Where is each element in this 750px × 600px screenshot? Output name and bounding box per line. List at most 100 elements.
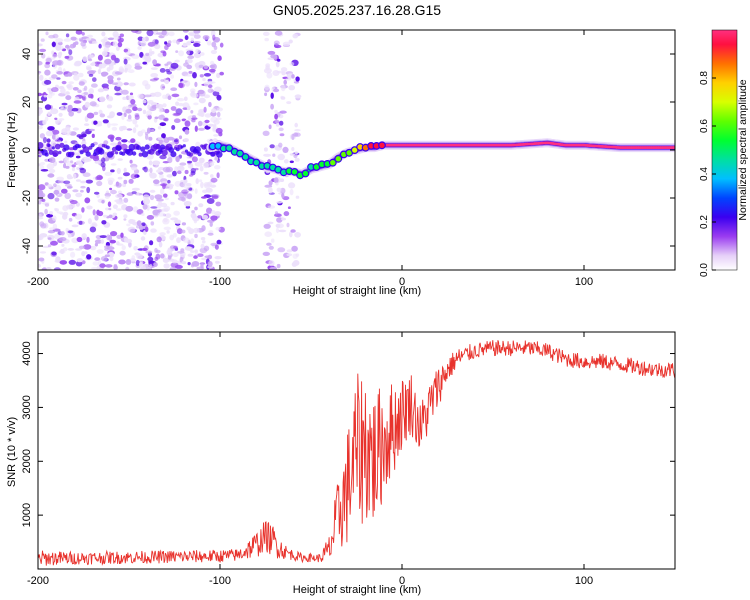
noise-speck bbox=[101, 31, 106, 37]
noise-speck bbox=[104, 254, 110, 257]
noise-speck bbox=[198, 97, 206, 104]
noise-band-dot bbox=[111, 146, 117, 152]
noise-speck bbox=[274, 213, 282, 217]
noise-speck bbox=[38, 213, 42, 218]
noise-speck bbox=[203, 245, 210, 252]
noise-speck bbox=[143, 166, 148, 173]
colorbar-label: Normalized spectral amplitude bbox=[737, 79, 749, 220]
noise-speck bbox=[289, 231, 293, 238]
noise-speck bbox=[129, 103, 137, 107]
noise-speck bbox=[123, 197, 129, 203]
noise-speck bbox=[181, 80, 185, 84]
noise-speck bbox=[158, 241, 163, 248]
noise-speck bbox=[88, 40, 93, 44]
noise-speck bbox=[49, 211, 53, 215]
noise-speck bbox=[148, 51, 153, 57]
noise-speck bbox=[291, 261, 298, 267]
noise-speck bbox=[185, 205, 191, 209]
noise-speck bbox=[281, 217, 286, 221]
noise-speck bbox=[103, 153, 107, 159]
noise-speck bbox=[38, 200, 42, 205]
noise-band-dot bbox=[138, 152, 143, 157]
noise-speck bbox=[73, 100, 82, 104]
noise-speck bbox=[117, 190, 122, 194]
noise-speck bbox=[294, 94, 302, 99]
noise-speck bbox=[216, 111, 221, 118]
noise-speck bbox=[178, 135, 183, 140]
noise-speck bbox=[93, 120, 98, 126]
noise-speck bbox=[150, 228, 157, 233]
noise-speck bbox=[81, 140, 87, 146]
noise-speck bbox=[283, 211, 290, 217]
noise-speck bbox=[163, 217, 168, 223]
noise-speck bbox=[210, 177, 218, 183]
noise-speck bbox=[170, 74, 175, 79]
noise-speck bbox=[50, 240, 58, 246]
noise-speck bbox=[104, 195, 110, 199]
noise-speck bbox=[291, 147, 295, 151]
noise-speck bbox=[113, 33, 121, 37]
noise-speck bbox=[151, 129, 155, 132]
noise-speck bbox=[172, 170, 177, 177]
noise-speck bbox=[60, 87, 66, 94]
noise-speck bbox=[164, 79, 169, 85]
noise-speck bbox=[107, 177, 115, 183]
noise-speck bbox=[111, 126, 118, 131]
noise-speck bbox=[124, 69, 128, 73]
noise-band-dot bbox=[159, 144, 166, 150]
noise-speck bbox=[99, 96, 106, 103]
noise-speck bbox=[91, 222, 97, 226]
noise-speck bbox=[78, 220, 83, 225]
noise-speck bbox=[141, 37, 146, 41]
noise-speck bbox=[202, 240, 206, 244]
noise-speck bbox=[277, 153, 286, 161]
x-tick-label: 100 bbox=[575, 575, 593, 587]
noise-speck bbox=[47, 111, 51, 116]
noise-speck bbox=[212, 34, 216, 41]
noise-speck bbox=[105, 207, 110, 211]
noise-speck bbox=[134, 114, 140, 120]
noise-speck bbox=[167, 157, 173, 164]
noise-speck bbox=[45, 31, 49, 36]
noise-speck bbox=[74, 213, 83, 220]
noise-speck bbox=[278, 229, 287, 233]
noise-speck bbox=[112, 36, 120, 40]
noise-speck bbox=[269, 144, 275, 149]
noise-speck bbox=[149, 264, 153, 267]
noise-speck bbox=[128, 95, 134, 100]
noise-speck bbox=[194, 125, 198, 132]
noise-speck bbox=[134, 65, 143, 70]
noise-speck bbox=[197, 120, 203, 127]
noise-speck bbox=[274, 30, 283, 36]
noise-speck bbox=[192, 115, 196, 118]
noise-speck bbox=[130, 173, 138, 180]
noise-speck bbox=[184, 35, 189, 41]
ridge-blob bbox=[290, 167, 299, 176]
noise-band-dot bbox=[140, 146, 146, 152]
y-tick-label: -20 bbox=[21, 190, 33, 206]
noise-speck bbox=[150, 206, 158, 209]
noise-speck bbox=[157, 137, 164, 141]
noise-speck bbox=[123, 179, 128, 185]
noise-speck bbox=[102, 88, 109, 92]
noise-speck bbox=[101, 220, 107, 225]
noise-speck bbox=[193, 227, 200, 234]
noise-speck bbox=[68, 81, 75, 85]
noise-speck bbox=[164, 63, 169, 66]
noise-speck bbox=[142, 99, 147, 104]
noise-speck bbox=[184, 120, 191, 127]
noise-speck bbox=[73, 72, 78, 77]
noise-speck bbox=[267, 50, 276, 55]
noise-speck bbox=[209, 64, 215, 69]
noise-speck bbox=[188, 70, 193, 74]
noise-speck bbox=[131, 54, 140, 59]
noise-speck bbox=[182, 237, 190, 243]
noise-speck bbox=[121, 245, 126, 251]
noise-speck bbox=[181, 261, 187, 265]
ridge-blob bbox=[252, 158, 261, 167]
noise-speck bbox=[91, 266, 99, 270]
noise-speck bbox=[174, 219, 182, 225]
noise-speck bbox=[140, 129, 146, 134]
noise-speck bbox=[160, 183, 168, 187]
noise-speck bbox=[96, 180, 103, 187]
